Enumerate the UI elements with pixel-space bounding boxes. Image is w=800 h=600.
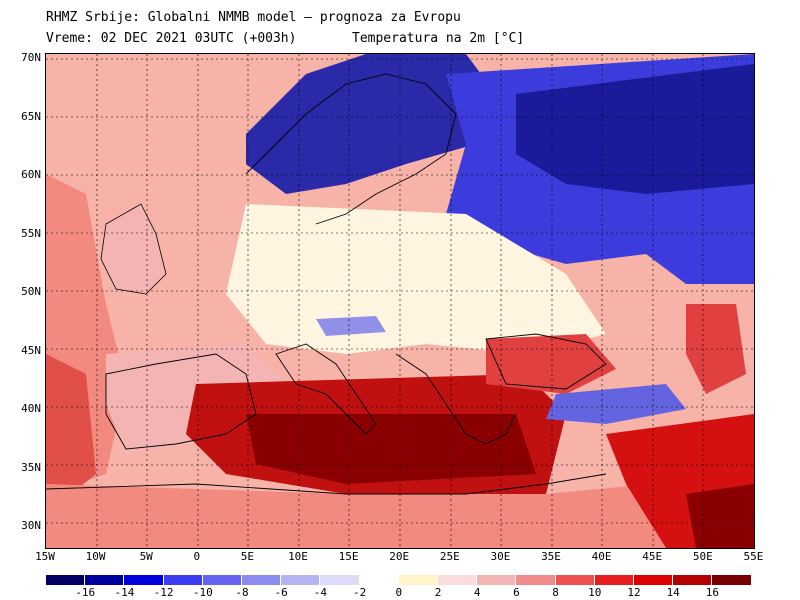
lat-tick-label: 50N xyxy=(21,285,41,298)
lon-tick-label: 5W xyxy=(139,550,153,563)
colorbar-tick-label: 12 xyxy=(627,586,641,599)
colorbar-swatch xyxy=(438,575,477,585)
colorbar-tick-label: -6 xyxy=(274,586,288,599)
colorbar-swatch xyxy=(673,575,712,585)
graticule xyxy=(46,54,754,548)
colorbar-swatch xyxy=(516,575,555,585)
colorbar-swatch xyxy=(359,575,398,585)
chart-title: RHMZ Srbije: Globalni NMMB model — progn… xyxy=(46,10,461,25)
lon-tick-label: 30E xyxy=(490,550,511,563)
colorbar-tick-label: -16 xyxy=(75,586,96,599)
colorbar-swatch xyxy=(85,575,124,585)
colorbar-swatch xyxy=(634,575,673,585)
colorbar-swatch xyxy=(242,575,281,585)
black-sea-warm-zone xyxy=(486,334,616,394)
colorbar-tick-label: -10 xyxy=(192,586,213,599)
colorbar-tick-label: 14 xyxy=(666,586,680,599)
colorbar-swatch xyxy=(124,575,163,585)
anatolia-cool-zone xyxy=(546,384,686,424)
central-europe-neutral-zone xyxy=(226,204,606,354)
uk-region xyxy=(100,203,167,295)
colorbar-tick-label: 8 xyxy=(552,586,559,599)
lon-tick-label: 55E xyxy=(743,550,764,563)
mediterranean-very-hot-zone xyxy=(246,414,536,484)
lon-tick-label: 5E xyxy=(240,550,255,563)
scandinavia-cold-zone xyxy=(246,54,496,194)
colorbar-swatch xyxy=(594,575,633,585)
colorbar-tick-label: 6 xyxy=(513,586,520,599)
colorbar-tick-label: -4 xyxy=(313,586,328,599)
colorbar-swatch xyxy=(202,575,241,585)
map-panel xyxy=(45,53,755,549)
colorbar-tick-label: -14 xyxy=(114,586,135,599)
colorbar-swatch xyxy=(555,575,594,585)
colorbar-swatch xyxy=(398,575,437,585)
lat-tick-label: 65N xyxy=(21,109,41,123)
lon-tick-label: 15W xyxy=(35,550,55,563)
lon-tick-label: 20E xyxy=(389,550,410,563)
arabia-very-hot-zone xyxy=(686,484,754,548)
chart-time: Vreme: 02 DEC 2021 03UTC (+003h) xyxy=(46,31,297,46)
lon-tick-label: 10W xyxy=(85,550,106,563)
lat-tick-label: 45N xyxy=(21,343,41,357)
lat-tick-label: 70N xyxy=(21,51,41,64)
chart-variable: Temperatura na 2m [°C] xyxy=(352,31,525,46)
lon-tick-label: 10E xyxy=(288,550,308,563)
lon-tick-label: 15E xyxy=(338,550,359,563)
colorbar-swatch xyxy=(281,575,320,585)
russia-deep-cold-zone xyxy=(516,64,754,194)
lon-tick-label: 25E xyxy=(439,550,460,563)
lon-tick-label: 50E xyxy=(692,550,713,563)
lon-tick-label: 40E xyxy=(591,550,612,563)
lat-tick-label: 30N xyxy=(21,519,41,532)
colorbar-swatch xyxy=(320,575,359,585)
atlantic-hot-zone xyxy=(46,354,96,514)
colorbar-tick-label: 4 xyxy=(473,586,481,599)
colorbar-tick-label: 0 xyxy=(395,586,403,599)
lon-tick-label: 35E xyxy=(541,550,561,563)
colorbar-tick-label: -12 xyxy=(153,586,174,599)
colorbar-swatch xyxy=(46,575,85,585)
temperature-map xyxy=(46,54,754,548)
lat-tick-label: 55N xyxy=(21,226,41,240)
lat-tick-label: 60N xyxy=(21,168,41,181)
lat-tick-label: 40N xyxy=(21,402,41,415)
colorbar-swatch xyxy=(163,575,202,585)
coastlines xyxy=(46,73,607,495)
lat-tick-label: 35N xyxy=(21,460,41,474)
lon-tick-label: 45E xyxy=(642,550,663,563)
colorbar-tick-label: 16 xyxy=(705,586,720,599)
colorbar-tick-label: 10 xyxy=(588,586,602,599)
alps-cool-zone xyxy=(316,316,386,336)
colorbar-tick-label: -8 xyxy=(235,586,249,599)
colorbar-tick-label: -2 xyxy=(352,586,367,599)
colorbar-tick-label: 2 xyxy=(434,586,442,599)
colorbar-swatch xyxy=(712,575,751,585)
colorbar-swatch xyxy=(477,575,516,585)
lon-tick-label: 0 xyxy=(193,550,201,563)
